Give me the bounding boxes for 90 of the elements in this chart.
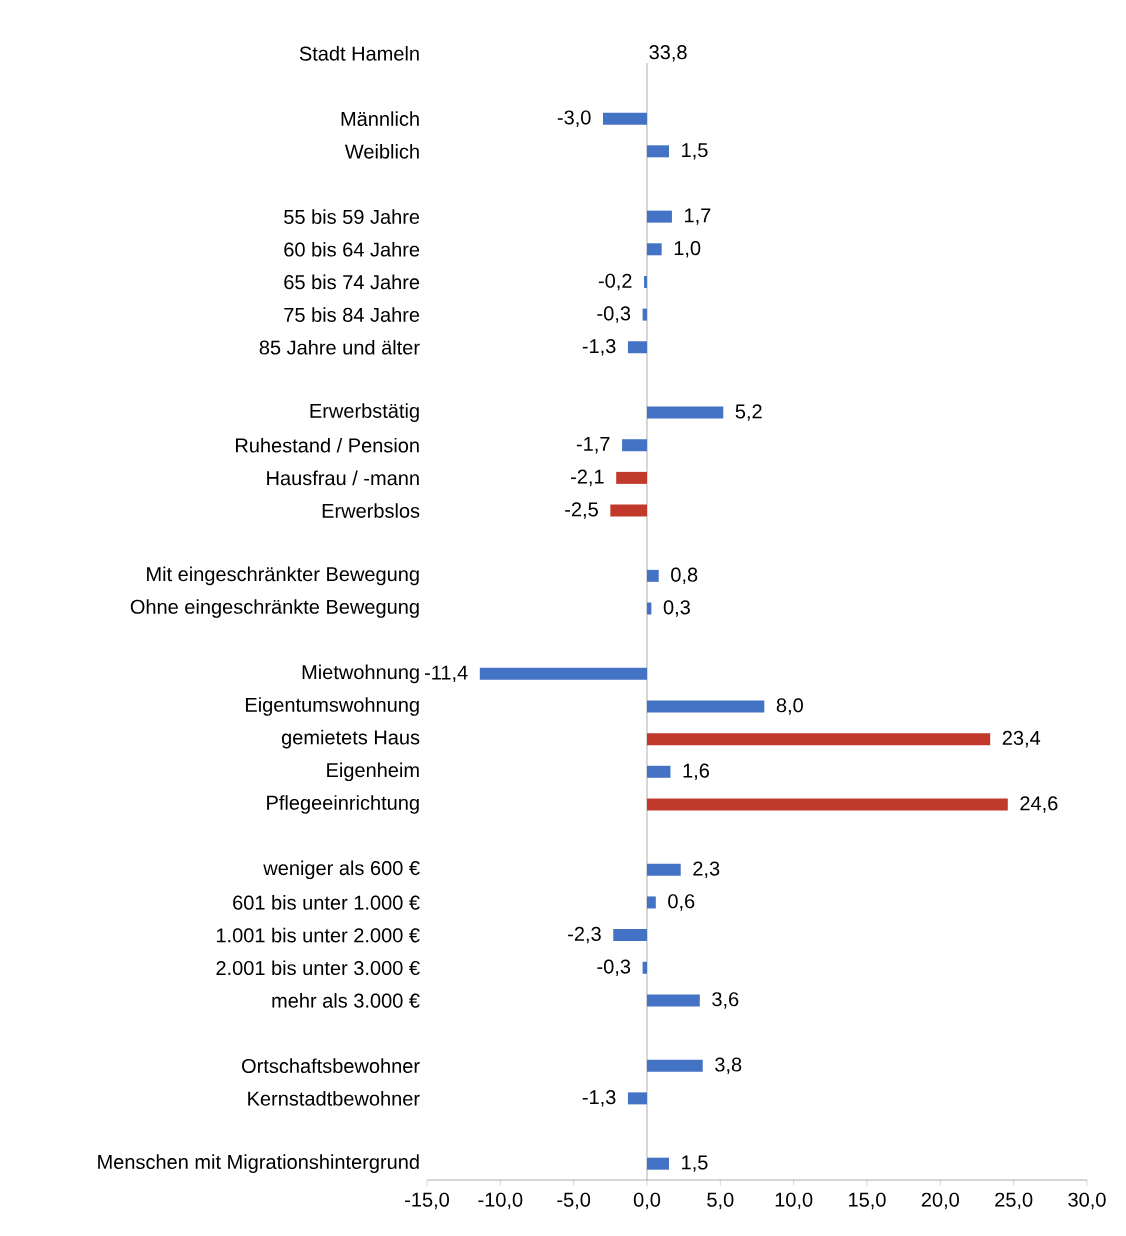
x-tick-label: 30,0 <box>1068 1192 1106 1210</box>
bar <box>647 896 656 909</box>
data-label: -0,3 <box>597 306 631 323</box>
data-label: -0,3 <box>597 959 631 976</box>
y-tick-label: 85 Jahre und älter <box>259 339 420 355</box>
data-label: -2,1 <box>571 469 604 487</box>
y-tick-label: Erwerbstätig <box>310 403 419 422</box>
x-tick-label: -5,0 <box>557 1192 591 1210</box>
data-label: 3,8 <box>715 1057 742 1074</box>
bar <box>647 145 669 158</box>
y-tick-label: Kernstadtbewohner <box>248 1091 420 1106</box>
y-tick-label: Mit eingeschränkter Bewegung <box>147 566 419 586</box>
bar <box>647 1059 703 1072</box>
y-tick-label: 2.001 bis unter 3.000 € <box>216 960 420 976</box>
bar <box>647 994 700 1007</box>
bar <box>647 406 724 419</box>
x-tick-label: 0,0 <box>633 1192 661 1210</box>
x-tick-label: 15,0 <box>849 1192 886 1210</box>
text: 33,8 <box>649 45 687 62</box>
x-tick-label: -10,0 <box>478 1192 523 1210</box>
data-label: 3,6 <box>712 992 739 1009</box>
y-tick-label: Hausfrau / -mann <box>267 470 419 486</box>
y-tick-label: 75 bis 84 Jahre <box>284 307 420 322</box>
bar <box>642 961 647 974</box>
y-tick-label: Menschen mit Migrationshintergrund <box>98 1154 419 1173</box>
bar <box>647 243 662 256</box>
data-label: -2,5 <box>565 502 598 519</box>
data-label: 24,6 <box>1020 796 1058 813</box>
bar <box>644 275 647 288</box>
bar <box>610 504 647 517</box>
bar <box>622 439 647 452</box>
y-tick-label: Männlich <box>341 111 419 126</box>
data-label: -1,3 <box>582 1090 616 1107</box>
bar <box>613 929 647 942</box>
data-label: -2,3 <box>568 926 601 944</box>
y-tick-label: 65 bis 74 Jahre <box>284 274 420 290</box>
bar <box>603 112 647 125</box>
y-tick-label: Mietwohnung <box>302 664 419 684</box>
data-label: -11,4 <box>424 665 468 682</box>
data-label: 1,5 <box>682 1155 708 1172</box>
data-label: 2,3 <box>693 861 720 879</box>
y-tick-label: Pflegeeinrichtung <box>267 795 419 814</box>
y-tick-label: Ortschaftsbewohner <box>242 1058 420 1074</box>
bar <box>647 798 1008 811</box>
x-tick-label: 5,0 <box>707 1192 734 1210</box>
data-label: -1,3 <box>582 338 616 356</box>
bar <box>627 341 647 354</box>
data-label: 1,5 <box>682 143 708 160</box>
data-label: 0,3 <box>663 600 690 617</box>
x-tick-label: 10,0 <box>775 1192 813 1210</box>
bar <box>647 602 652 615</box>
data-label: 1,6 <box>683 763 709 781</box>
bar <box>479 667 647 680</box>
y-tick-label: 1.001 bis unter 2.000 € <box>216 927 420 943</box>
data-label: 8,0 <box>776 698 803 715</box>
bar <box>647 863 681 876</box>
data-label: -3,0 <box>557 110 591 127</box>
data-label: 5,2 <box>735 404 762 421</box>
data-label: -1,7 <box>576 437 610 454</box>
data-label: 1,7 <box>685 208 711 225</box>
bar <box>647 733 991 746</box>
y-tick-label: Weiblich <box>344 143 419 159</box>
y-tick-label: weniger als 600 € <box>263 860 420 880</box>
x-tick-label: 25,0 <box>995 1192 1033 1210</box>
y-tick-label: gemietets Haus <box>281 729 420 749</box>
data-label: 23,4 <box>1002 730 1041 748</box>
data-label: 0,8 <box>671 567 698 585</box>
data-label: 0,6 <box>668 894 695 911</box>
y-tick-label: 55 bis 59 Jahre <box>284 209 420 224</box>
y-tick-label: Stadt Hameln <box>299 46 419 61</box>
bar <box>647 569 659 582</box>
x-tick-label: -15,0 <box>405 1192 449 1210</box>
bar <box>642 308 647 321</box>
bar <box>647 700 765 713</box>
x-tick-label: 20,0 <box>921 1192 959 1210</box>
bar <box>647 210 672 223</box>
data-label: -0,2 <box>598 273 632 291</box>
data-label: 1,0 <box>674 241 701 258</box>
y-tick-label: 60 bis 64 Jahre <box>284 241 420 257</box>
y-tick-label: Erwerbslos <box>322 503 420 518</box>
bar <box>616 471 647 484</box>
bar <box>647 1157 669 1170</box>
y-tick-label: mehr als 3.000 € <box>272 993 420 1008</box>
y-tick-label: Ohne eingeschränkte Bewegung <box>130 599 419 618</box>
bar <box>647 765 671 778</box>
y-tick-label: Ruhestand / Pension <box>236 437 419 453</box>
y-tick-label: Eigenheim <box>327 762 419 782</box>
y-tick-label: 601 bis unter 1.000 € <box>233 895 420 910</box>
bar <box>627 1092 647 1105</box>
y-tick-label: Eigentumswohnung <box>246 697 419 716</box>
